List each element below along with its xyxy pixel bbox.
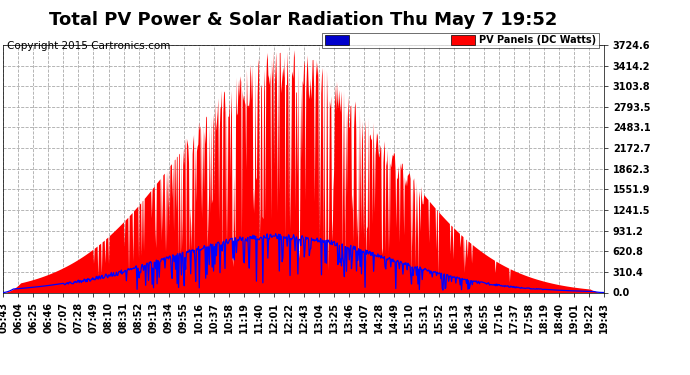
Text: Copyright 2015 Cartronics.com: Copyright 2015 Cartronics.com — [7, 41, 170, 51]
Legend: Radiation (w/m2), PV Panels (DC Watts): Radiation (w/m2), PV Panels (DC Watts) — [322, 33, 599, 48]
Text: Total PV Power & Solar Radiation Thu May 7 19:52: Total PV Power & Solar Radiation Thu May… — [50, 11, 558, 29]
